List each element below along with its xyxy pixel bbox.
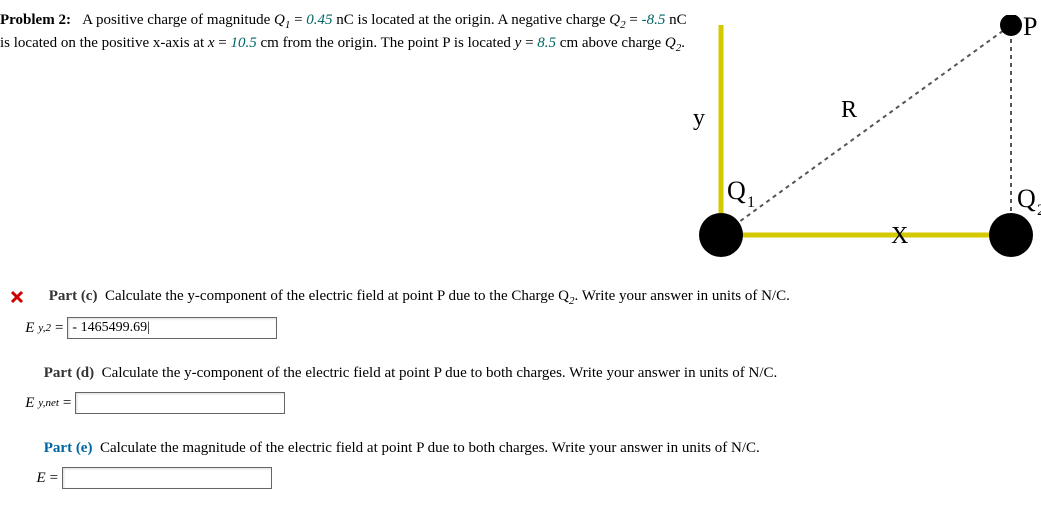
top-block: Problem 2: A positive charge of magnitud… — [0, 10, 1041, 270]
diagram: yRQ1Q2XP — [671, 15, 1041, 265]
part-c-var: E — [25, 320, 34, 337]
part-e: Part (e) Calculate the magnitude of the … — [10, 440, 1031, 457]
part-d-label: Part (d) — [44, 365, 98, 381]
part-c-text2: . Write your answer in units of N/C. — [575, 288, 790, 304]
part-d-input[interactable] — [75, 392, 285, 414]
diagram-svg: yRQ1Q2XP — [671, 15, 1041, 265]
part-c-text: Calculate the y-component of the electri… — [105, 288, 569, 304]
svg-text:2: 2 — [1037, 202, 1041, 219]
text-p4: cm from the origin. The point P is locat… — [257, 35, 515, 51]
parts-container: Part (c) Calculate the y-component of th… — [0, 288, 1041, 489]
part-d-text: Calculate the y-component of the electri… — [102, 365, 778, 381]
eq3: = — [215, 35, 231, 51]
text-p1: A positive charge of magnitude — [82, 12, 274, 28]
svg-text:1: 1 — [747, 194, 755, 211]
text-p5: cm above charge — [556, 35, 665, 51]
part-c-answer-row: Ey,2 = — [10, 317, 1031, 339]
part-e-var: E — [37, 470, 46, 487]
q2-val: -8.5 — [642, 12, 666, 28]
part-c-input[interactable] — [67, 317, 277, 339]
x-sym: x — [208, 35, 215, 51]
part-e-answer-row: E = — [10, 467, 1031, 489]
svg-text:y: y — [693, 105, 705, 131]
q1-sym: Q — [274, 12, 285, 28]
incorrect-icon — [10, 290, 24, 304]
y-val: 8.5 — [537, 35, 556, 51]
part-d-eq: = — [63, 395, 71, 412]
part-e-label: Part (e) — [44, 440, 96, 456]
part-d-var-sub: y,net — [38, 397, 58, 409]
svg-text:Q: Q — [727, 176, 746, 205]
x-val: 10.5 — [231, 35, 257, 51]
text-p2: nC is located at the origin. A negative … — [333, 12, 610, 28]
svg-text:X: X — [891, 223, 908, 249]
part-c-var-sub: y,2 — [38, 322, 51, 334]
part-c-label: Part (c) — [49, 288, 101, 304]
part-e-input[interactable] — [62, 467, 272, 489]
eq4: = — [521, 35, 537, 51]
q1-val: 0.45 — [306, 12, 332, 28]
part-c: Part (c) Calculate the y-component of th… — [10, 288, 1031, 307]
eq1: = — [290, 12, 306, 28]
part-d: Part (d) Calculate the y-component of th… — [10, 365, 1031, 382]
part-c-eq: = — [55, 320, 63, 337]
part-e-label-text: Part (e) — [44, 440, 93, 456]
part-d-answer-row: Ey,net = — [10, 392, 1031, 414]
part-e-eq: = — [50, 470, 58, 487]
problem-statement: Problem 2: A positive charge of magnitud… — [0, 10, 700, 57]
part-c-label-text: Part (c) — [49, 288, 98, 304]
svg-text:P: P — [1023, 15, 1037, 41]
part-e-text: Calculate the magnitude of the electric … — [100, 440, 760, 456]
eq2: = — [626, 12, 642, 28]
q2-sym: Q — [609, 12, 620, 28]
part-d-var: E — [25, 395, 34, 412]
svg-text:Q: Q — [1017, 184, 1036, 213]
svg-text:R: R — [841, 97, 857, 123]
part-d-label-text: Part (d) — [44, 365, 94, 381]
problem-label: Problem 2: — [0, 12, 71, 28]
